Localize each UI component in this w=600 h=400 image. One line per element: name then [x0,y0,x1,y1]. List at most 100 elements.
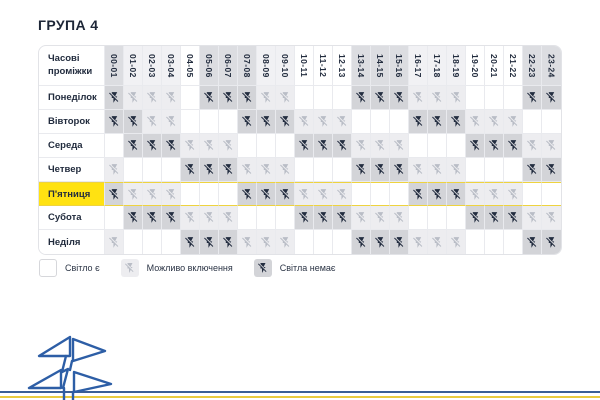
flash-off-icon [184,163,197,176]
schedule-cell [219,158,238,182]
flash-off-icon [241,163,254,176]
time-slot-header: 14-15 [371,46,390,86]
schedule-cell [428,206,447,230]
schedule-cell [257,110,276,134]
flash-off-icon [298,188,311,201]
schedule-cell [390,182,409,206]
schedule-cell [295,230,314,254]
day-label: Вівторок [39,110,105,134]
schedule-cell [257,86,276,110]
schedule-cell [162,206,181,230]
schedule-cell [466,230,485,254]
flash-off-icon [374,236,387,249]
flash-off-icon [184,236,197,249]
schedule-cell [523,182,542,206]
schedule-cell [428,110,447,134]
flash-off-icon [393,91,406,104]
schedule-cell [257,206,276,230]
schedule-cell [105,206,124,230]
time-slot-header: 13-14 [352,46,371,86]
schedule-cell [295,206,314,230]
schedule-cell [371,182,390,206]
flash-off-icon [108,163,121,176]
power-tower-illustration [27,335,113,400]
flash-off-icon [545,211,558,224]
flash-off-icon [431,236,444,249]
flash-off-icon [469,139,482,152]
flash-off-icon [450,163,463,176]
flash-off-icon [412,91,425,104]
flash-off-icon [298,139,311,152]
schedule-cell [314,110,333,134]
flash-off-icon [146,211,159,224]
flash-off-icon [374,211,387,224]
flash-off-icon [393,211,406,224]
flash-off-icon [279,91,292,104]
schedule-cell [371,110,390,134]
time-slot-header: 03-04 [162,46,181,86]
flash-off-icon [374,91,387,104]
schedule-cell [200,158,219,182]
flash-off-icon [450,236,463,249]
table-corner-label: Часові проміжки [39,46,105,86]
schedule-cell [485,230,504,254]
schedule-cell [447,158,466,182]
schedule-cell [219,86,238,110]
flash-off-icon [184,211,197,224]
schedule-cell [447,86,466,110]
flash-off-icon [526,163,539,176]
time-slot-header: 09-10 [276,46,295,86]
schedule-cell [143,206,162,230]
schedule-cell [219,134,238,158]
schedule-cell [428,230,447,254]
schedule-cell [238,158,257,182]
schedule-cell [352,230,371,254]
schedule-cell [466,182,485,206]
flash-off-icon [317,115,330,128]
schedule-cell [162,86,181,110]
schedule-cell [257,182,276,206]
flash-off-icon [488,188,501,201]
flash-off-icon [203,211,216,224]
schedule-cell [542,110,561,134]
flash-off-icon [393,163,406,176]
schedule-cell [143,182,162,206]
flash-off-icon [260,163,273,176]
schedule-cell [124,134,143,158]
schedule-cell [485,182,504,206]
schedule-cell [504,134,523,158]
schedule-cell [276,158,295,182]
time-slot-header: 07-08 [238,46,257,86]
flash-off-icon [127,115,140,128]
schedule-cell [219,206,238,230]
time-slot-header: 08-09 [257,46,276,86]
schedule-cell [390,110,409,134]
schedule-cell [295,110,314,134]
flash-off-icon [355,163,368,176]
flash-off-icon [260,188,273,201]
flash-off-icon [241,188,254,201]
flash-off-icon [317,211,330,224]
flash-off-icon [165,139,178,152]
flash-off-icon [355,236,368,249]
schedule-cell [409,182,428,206]
flash-off-icon [222,139,235,152]
schedule-cell [162,110,181,134]
schedule-cell [333,158,352,182]
schedule-cell [504,206,523,230]
schedule-cell [105,86,124,110]
flash-off-icon [165,91,178,104]
schedule-cell [257,134,276,158]
flash-off-icon [124,262,136,274]
flash-off-icon [374,163,387,176]
schedule-cell [523,110,542,134]
schedule-cell [447,182,466,206]
flash-off-icon [241,91,254,104]
legend-item: Світло є [39,259,100,277]
schedule-cell [295,134,314,158]
schedule-cell [124,182,143,206]
schedule-cell [124,206,143,230]
schedule-cell [333,182,352,206]
day-label: Субота [39,206,105,230]
schedule-cell [409,134,428,158]
